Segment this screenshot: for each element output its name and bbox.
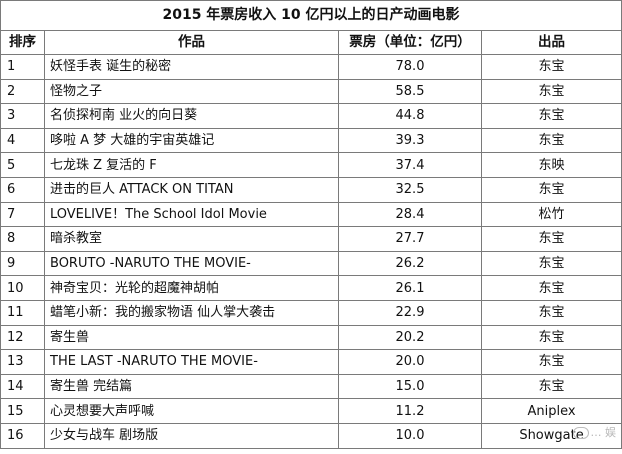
box-office-cell: 27.7	[338, 226, 482, 252]
box-office-cell: 39.3	[338, 127, 482, 154]
table-row: 1 妖怪手表 诞生的秘密 78.0 东宝	[0, 54, 622, 80]
table-row: 10 神奇宝贝：光轮的超魔神胡帕 26.1 东宝	[0, 275, 622, 301]
distributor-cell: 东宝	[480, 373, 622, 400]
table-row: 11 蜡笔小新：我的搬家物语 仙人掌大袭击 22.9 东宝	[0, 299, 622, 326]
distributor-cell: Showgate	[480, 422, 622, 449]
distributor-cell: 松竹	[480, 201, 622, 228]
film-title-cell: 心灵想要大声呼喊	[44, 398, 339, 424]
table-title: 2015 年票房收入 10 亿円以上的日产动画电影	[0, 0, 622, 31]
film-title-cell: 进击的巨人 ATTACK ON TITAN	[44, 176, 339, 203]
wechat-icon	[572, 427, 589, 439]
box-office-cell: 11.2	[338, 398, 482, 424]
header-film: 作品	[44, 30, 339, 55]
table-row: 15 心灵想要大声呼喊 11.2 Aniplex	[0, 398, 622, 424]
distributor-cell: Aniplex	[480, 398, 622, 424]
distributor-cell: 东宝	[480, 103, 622, 129]
film-title-cell: THE LAST -NARUTO THE MOVIE-	[44, 349, 339, 375]
box-office-cell: 44.8	[338, 103, 482, 129]
box-office-cell: 78.0	[338, 54, 482, 80]
distributor-cell: 东宝	[480, 275, 622, 301]
rank-cell: 8	[0, 226, 45, 252]
table-row: 3 名侦探柯南 业火的向日葵 44.8 东宝	[0, 103, 622, 129]
box-office-cell: 20.2	[338, 324, 482, 351]
box-office-cell: 26.1	[338, 275, 482, 301]
rank-cell: 6	[0, 176, 45, 203]
distributor-cell: 东宝	[480, 78, 622, 105]
film-title-cell: 妖怪手表 诞生的秘密	[44, 54, 339, 80]
table-row: 8 暗杀教室 27.7 东宝	[0, 226, 622, 252]
film-title-cell: 寄生兽 完结篇	[44, 373, 339, 400]
table-row: 14 寄生兽 完结篇 15.0 东宝	[0, 373, 622, 400]
rank-cell: 14	[0, 373, 45, 400]
distributor-cell: 东宝	[480, 324, 622, 351]
distributor-cell: 东宝	[480, 250, 622, 277]
table-title-row: 2015 年票房收入 10 亿円以上的日产动画电影	[0, 0, 622, 31]
header-box-office: 票房（单位：亿円）	[338, 30, 482, 55]
rank-cell: 11	[0, 299, 45, 326]
distributor-cell: 东映	[480, 152, 622, 178]
table-row: 2 怪物之子 58.5 东宝	[0, 78, 622, 105]
film-title-cell: LOVELIVE！The School Idol Movie	[44, 201, 339, 228]
table-row: 6 进击的巨人 ATTACK ON TITAN 32.5 东宝	[0, 176, 622, 203]
distributor-cell: 东宝	[480, 299, 622, 326]
film-title-cell: 少女与战车 剧场版	[44, 422, 339, 449]
table-row: 12 寄生兽 20.2 东宝	[0, 324, 622, 351]
box-office-cell: 20.0	[338, 349, 482, 375]
rank-cell: 5	[0, 152, 45, 178]
box-office-cell: 28.4	[338, 201, 482, 228]
table-row: 9 BORUTO -NARUTO THE MOVIE- 26.2 东宝	[0, 250, 622, 277]
distributor-cell: 东宝	[480, 127, 622, 154]
film-title-cell: 哆啦 A 梦 大雄的宇宙英雄记	[44, 127, 339, 154]
box-office-cell: 22.9	[338, 299, 482, 326]
distributor-cell: 东宝	[480, 226, 622, 252]
film-title-cell: 怪物之子	[44, 78, 339, 105]
box-office-cell: 10.0	[338, 422, 482, 449]
distributor-cell: 东宝	[480, 54, 622, 80]
film-title-cell: 神奇宝贝：光轮的超魔神胡帕	[44, 275, 339, 301]
rank-cell: 4	[0, 127, 45, 154]
box-office-cell: 58.5	[338, 78, 482, 105]
box-office-cell: 32.5	[338, 176, 482, 203]
header-row: 排序 作品 票房（单位：亿円） 出品	[0, 30, 622, 55]
table-row: 5 七龙珠 Z 复活的 F 37.4 东映	[0, 152, 622, 178]
film-title-cell: 寄生兽	[44, 324, 339, 351]
rank-cell: 13	[0, 349, 45, 375]
film-title-cell: 蜡笔小新：我的搬家物语 仙人掌大袭击	[44, 299, 339, 326]
film-title-cell: 暗杀教室	[44, 226, 339, 252]
rank-cell: 2	[0, 78, 45, 105]
table-row: 13 THE LAST -NARUTO THE MOVIE- 20.0 东宝	[0, 349, 622, 375]
distributor-cell: 东宝	[480, 176, 622, 203]
rank-cell: 9	[0, 250, 45, 277]
rank-cell: 7	[0, 201, 45, 228]
film-title-cell: 七龙珠 Z 复活的 F	[44, 152, 339, 178]
distributor-cell: 东宝	[480, 349, 622, 375]
header-rank: 排序	[0, 30, 45, 55]
rank-cell: 12	[0, 324, 45, 351]
table-row: 7 LOVELIVE！The School Idol Movie 28.4 松竹	[0, 201, 622, 228]
table-row: 4 哆啦 A 梦 大雄的宇宙英雄记 39.3 东宝	[0, 127, 622, 154]
rank-cell: 1	[0, 54, 45, 80]
box-office-cell: 26.2	[338, 250, 482, 277]
rank-cell: 15	[0, 398, 45, 424]
film-title-cell: BORUTO -NARUTO THE MOVIE-	[44, 250, 339, 277]
film-title-cell: 名侦探柯南 业火的向日葵	[44, 103, 339, 129]
box-office-cell: 15.0	[338, 373, 482, 400]
rank-cell: 16	[0, 422, 45, 449]
box-office-cell: 37.4	[338, 152, 482, 178]
header-distributor: 出品	[480, 30, 622, 55]
watermark: … 娱	[572, 424, 616, 440]
rank-cell: 10	[0, 275, 45, 301]
table-row: 16 少女与战车 剧场版 10.0 Showgate	[0, 422, 622, 449]
rank-cell: 3	[0, 103, 45, 129]
